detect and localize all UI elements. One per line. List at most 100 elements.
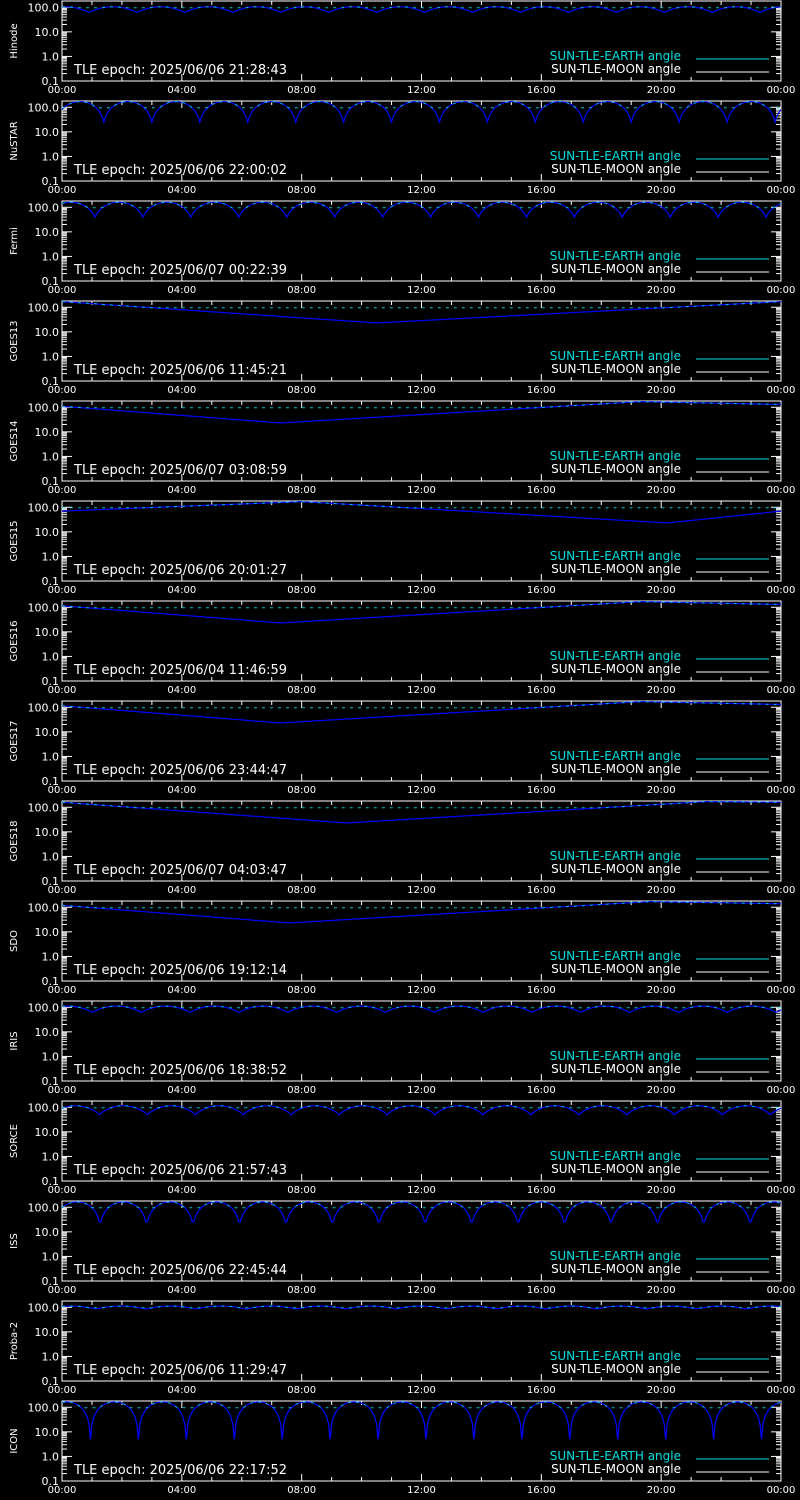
tle-epoch-label: TLE epoch: 2025/06/06 22:00:02	[73, 163, 287, 178]
x-tick-label: 08:00	[287, 385, 316, 396]
x-tick-label: 16:00	[527, 885, 556, 896]
legend-earth-label: SUN-TLE-EARTH angle	[550, 749, 681, 763]
plot-panel-goes16: 0.1 1.0 10.0 100.0 00:00 04:00 08:00 12:00 16:00…	[9, 600, 795, 696]
x-tick-label: 12:00	[407, 185, 436, 196]
legend-moon-label: SUN-TLE-MOON angle	[551, 662, 681, 676]
legend-moon-label: SUN-TLE-MOON angle	[551, 562, 681, 576]
y-tick-label: 100.0	[28, 401, 60, 414]
x-tick-label: 20:00	[647, 1385, 676, 1396]
x-tick-label: 20:00	[647, 885, 676, 896]
angle-curve	[61, 1401, 782, 1440]
y-tick-label: 100.0	[28, 1001, 60, 1014]
satellite-label: GOES16	[9, 620, 20, 661]
x-tick-label: 04:00	[167, 985, 196, 996]
plot-panel-iss: 0.1 1.0 10.0 100.0 00:00 04:00 08:00 12:00 16:00…	[9, 1200, 795, 1296]
x-tick-label: 08:00	[287, 885, 316, 896]
x-tick-label: 12:00	[407, 1085, 436, 1096]
y-tick-label: 1.0	[42, 550, 60, 563]
angle-curve	[61, 801, 782, 824]
x-tick-label: 04:00	[167, 185, 196, 196]
x-tick-label: 00:00	[767, 285, 796, 296]
x-tick-label: 16:00	[527, 85, 556, 96]
legend-earth-label: SUN-TLE-EARTH angle	[550, 1049, 681, 1063]
satellite-label: GOES13	[9, 320, 20, 361]
tle-epoch-label: TLE epoch: 2025/06/06 18:38:52	[73, 1063, 287, 1078]
angle-curve	[61, 100, 782, 125]
x-tick-label: 00:00	[48, 1285, 77, 1296]
plot-panel-goes18: 0.1 1.0 10.0 100.0 00:00 04:00 08:00 12:00 16:00…	[9, 800, 795, 896]
x-tick-label: 16:00	[527, 185, 556, 196]
x-tick-label: 04:00	[167, 285, 196, 296]
x-tick-label: 00:00	[767, 1185, 796, 1196]
y-tick-label: 1.0	[42, 1350, 60, 1363]
x-tick-label: 20:00	[647, 185, 676, 196]
y-tick-label: 100.0	[28, 101, 60, 114]
y-tick-label: 100.0	[28, 1401, 60, 1414]
y-tick-label: 10.0	[35, 426, 60, 439]
x-tick-label: 00:00	[767, 785, 796, 796]
x-tick-label: 20:00	[647, 785, 676, 796]
y-tick-label: 10.0	[35, 526, 60, 539]
x-tick-label: 16:00	[527, 685, 556, 696]
y-tick-label: 100.0	[28, 201, 60, 214]
x-tick-label: 20:00	[647, 1085, 676, 1096]
x-tick-label: 00:00	[767, 1385, 796, 1396]
x-tick-label: 08:00	[287, 685, 316, 696]
x-tick-label: 08:00	[287, 785, 316, 796]
x-tick-label: 12:00	[407, 685, 436, 696]
x-tick-label: 16:00	[527, 1185, 556, 1196]
y-tick-label: 10.0	[35, 726, 60, 739]
y-tick-label: 10.0	[35, 226, 60, 239]
plot-panel-goes13: 0.1 1.0 10.0 100.0 00:00 04:00 08:00 12:00 16:00…	[9, 300, 795, 396]
legend-earth-label: SUN-TLE-EARTH angle	[550, 1149, 681, 1163]
legend-moon-label: SUN-TLE-MOON angle	[551, 262, 681, 276]
satellite-label: GOES17	[9, 720, 20, 761]
x-tick-label: 04:00	[167, 1485, 196, 1496]
y-tick-label: 10.0	[35, 1426, 60, 1439]
angle-curve	[61, 301, 782, 324]
x-tick-label: 08:00	[287, 985, 316, 996]
tle-epoch-label: TLE epoch: 2025/06/07 03:08:59	[73, 463, 287, 478]
y-tick-label: 100.0	[28, 801, 60, 814]
legend-moon-label: SUN-TLE-MOON angle	[551, 62, 681, 76]
y-tick-label: 10.0	[35, 1226, 60, 1239]
y-tick-label: 0.1	[42, 375, 60, 388]
plot-panel-fermi: 0.1 1.0 10.0 100.0 00:00 04:00 08:00 12:00 16:00…	[9, 200, 796, 296]
x-tick-label: 00:00	[767, 485, 796, 496]
angle-curve	[61, 601, 782, 624]
earth-angle-curve	[61, 1305, 782, 1309]
plot-panel-sdo: 0.1 1.0 10.0 100.0 00:00 04:00 08:00 12:00 16:00…	[9, 900, 795, 996]
legend-moon-label: SUN-TLE-MOON angle	[551, 1262, 681, 1276]
x-tick-label: 04:00	[167, 785, 196, 796]
satellite-label: NuSTAR	[9, 121, 20, 160]
x-tick-label: 00:00	[48, 285, 77, 296]
x-tick-label: 20:00	[647, 85, 676, 96]
x-tick-label: 08:00	[287, 285, 316, 296]
y-tick-label: 10.0	[35, 826, 60, 839]
satellite-label: ICON	[9, 1428, 20, 1453]
y-tick-label: 100.0	[28, 1301, 60, 1314]
x-tick-label: 12:00	[407, 1185, 436, 1196]
x-tick-label: 12:00	[407, 385, 436, 396]
x-tick-label: 00:00	[48, 785, 77, 796]
x-tick-label: 08:00	[287, 485, 316, 496]
earth-angle-curve	[61, 1005, 781, 1009]
satellite-label: GOES14	[9, 420, 20, 461]
legend-earth-label: SUN-TLE-EARTH angle	[550, 149, 681, 163]
y-tick-label: 0.1	[42, 1075, 60, 1088]
y-tick-label: 100.0	[28, 901, 60, 914]
x-tick-label: 20:00	[647, 585, 676, 596]
x-tick-label: 00:00	[48, 985, 77, 996]
x-tick-label: 04:00	[167, 1185, 196, 1196]
x-tick-label: 00:00	[767, 1085, 796, 1096]
x-tick-label: 12:00	[407, 785, 436, 796]
x-tick-label: 20:00	[647, 1185, 676, 1196]
legend-earth-label: SUN-TLE-EARTH angle	[550, 1349, 681, 1363]
y-tick-label: 1.0	[42, 1150, 60, 1163]
x-tick-label: 00:00	[767, 1485, 796, 1496]
plot-panel-goes15: 0.1 1.0 10.0 100.0 00:00 04:00 08:00 12:00 16:00…	[9, 500, 795, 596]
legend-earth-label: SUN-TLE-EARTH angle	[550, 1449, 681, 1463]
x-tick-label: 20:00	[647, 1485, 676, 1496]
satellite-label: ISS	[9, 1233, 20, 1249]
earth-angle-curve	[62, 6, 782, 9]
